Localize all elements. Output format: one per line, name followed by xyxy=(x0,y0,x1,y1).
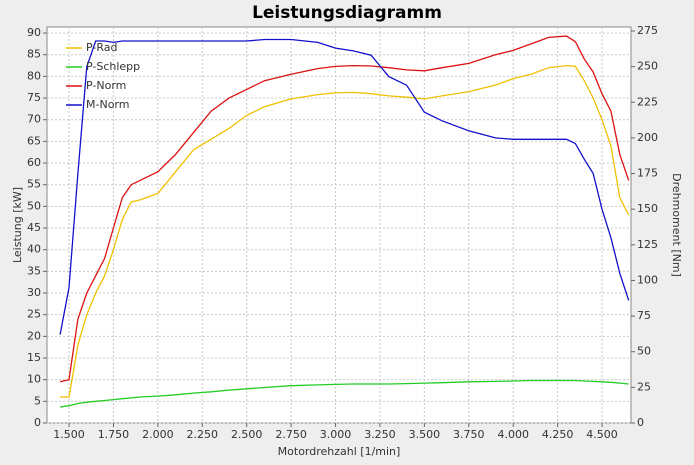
y2-tick-label: 50 xyxy=(637,345,651,358)
x-tick-label: 2.500 xyxy=(231,428,263,441)
y2-axis-label: Drehmoment [Nm] xyxy=(670,173,683,277)
y2-tick-label: 125 xyxy=(637,238,658,251)
y2-tick-label: 225 xyxy=(637,95,658,108)
y-tick-label: 30 xyxy=(27,286,41,299)
chart-title: Leistungsdiagramm xyxy=(252,3,442,23)
y2-tick-label: 250 xyxy=(637,60,658,73)
y-tick-label: 50 xyxy=(27,199,41,212)
y2-tick-label: 275 xyxy=(637,24,658,37)
y-tick-label: 70 xyxy=(27,113,41,126)
legend-label: P-Norm xyxy=(86,79,126,92)
y-tick-label: 20 xyxy=(27,329,41,342)
y-tick-label: 65 xyxy=(27,134,41,147)
y-tick-label: 10 xyxy=(27,373,41,386)
series-line xyxy=(59,35,630,383)
x-tick-label: 1.500 xyxy=(53,428,85,441)
x-tick-label: 4.000 xyxy=(497,428,529,441)
series-line xyxy=(60,379,629,408)
plot-area xyxy=(46,26,632,424)
x-tick-label: 4.250 xyxy=(542,428,574,441)
legend-label: M-Norm xyxy=(86,98,129,111)
y2-tick-label: 100 xyxy=(637,273,658,286)
y-tick-label: 85 xyxy=(27,48,41,61)
y-tick-label: 5 xyxy=(34,394,41,407)
y-tick-label: 80 xyxy=(27,69,41,82)
x-tick-label: 2.250 xyxy=(187,428,219,441)
y-tick-label: 35 xyxy=(27,264,41,277)
legend-label: P-Schlepp xyxy=(86,60,140,73)
y-tick-label: 55 xyxy=(27,178,41,191)
y2-tick-label: 200 xyxy=(637,131,658,144)
series-line xyxy=(59,38,630,335)
x-tick-label: 3.750 xyxy=(453,428,485,441)
y-tick-label: 15 xyxy=(27,351,41,364)
x-tick-label: 2.750 xyxy=(275,428,307,441)
x-axis-label: Motordrehzahl [1/min] xyxy=(278,445,401,458)
y2-tick-label: 75 xyxy=(637,309,651,322)
series-line xyxy=(60,64,630,398)
y-tick-label: 40 xyxy=(27,243,41,256)
x-tick-label: 2.000 xyxy=(142,428,174,441)
y2-tick-label: 0 xyxy=(637,416,644,429)
y2-tick-label: 150 xyxy=(637,202,658,215)
y-tick-label: 25 xyxy=(27,308,41,321)
y-tick-label: 45 xyxy=(27,221,41,234)
x-tick-label: 1.750 xyxy=(98,428,130,441)
x-tick-label: 4.500 xyxy=(586,428,618,441)
x-tick-label: 3.500 xyxy=(409,428,441,441)
x-tick-label: 3.000 xyxy=(320,428,352,441)
y-axis-label: Leistung [kW] xyxy=(11,187,24,263)
y2-tick-label: 175 xyxy=(637,167,658,180)
y-tick-label: 90 xyxy=(27,26,41,39)
legend-label: P-Rad xyxy=(86,41,118,54)
y2-tick-label: 25 xyxy=(637,380,651,393)
y-tick-label: 75 xyxy=(27,91,41,104)
y-tick-label: 60 xyxy=(27,156,41,169)
x-tick-label: 3.250 xyxy=(364,428,396,441)
y-tick-label: 0 xyxy=(34,416,41,429)
